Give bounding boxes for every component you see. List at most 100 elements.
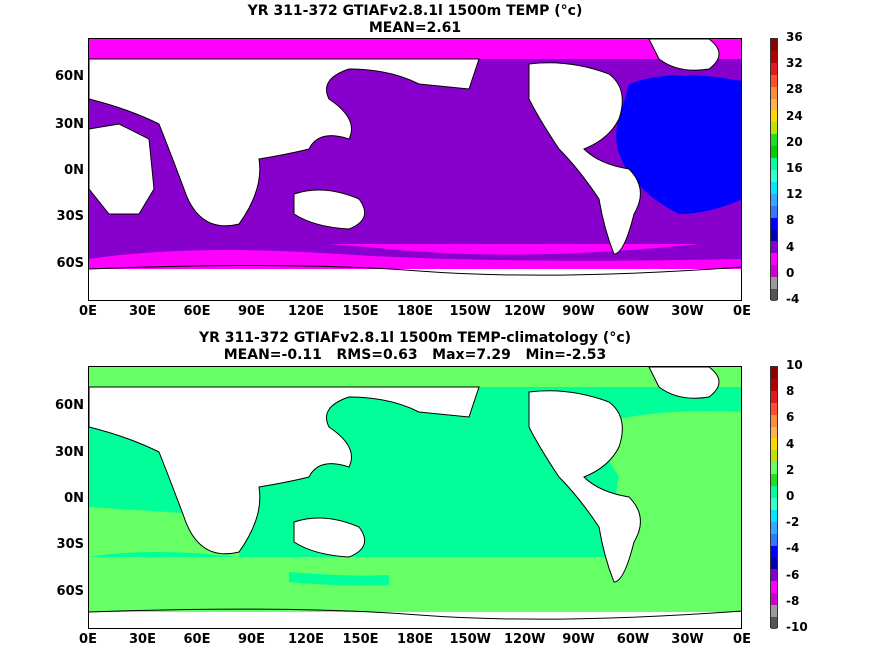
panel1-xlabel: 180E bbox=[396, 304, 434, 319]
colorbar-swatch bbox=[771, 217, 777, 230]
colorbar-swatch bbox=[771, 193, 777, 206]
colorbar-swatch bbox=[771, 390, 777, 403]
colorbar-label: 12 bbox=[786, 187, 803, 202]
panel2-subtitle: MEAN=-0.11 RMS=0.63 Max=7.29 Min=-2.53 bbox=[223, 347, 607, 363]
colorbar-label: 2 bbox=[786, 462, 795, 477]
colorbar-swatch bbox=[771, 414, 777, 427]
panel1-xlabel: 90E bbox=[238, 304, 265, 319]
panel1-xlabel: 120W bbox=[504, 304, 546, 319]
panel2-xlabel: 0E bbox=[733, 632, 751, 647]
colorbar-swatch bbox=[771, 617, 777, 629]
panel2-colorbar bbox=[770, 366, 778, 629]
colorbar-label: 4 bbox=[786, 239, 795, 254]
panel1-xlabel: 150W bbox=[449, 304, 491, 319]
panel2-ylabel-60s: 60S bbox=[56, 584, 84, 599]
colorbar-swatch bbox=[771, 62, 777, 75]
panel1-map bbox=[88, 38, 742, 301]
colorbar-swatch bbox=[771, 205, 777, 218]
colorbar-label: 4 bbox=[786, 436, 795, 451]
panel1-ylabel-60n: 60N bbox=[55, 69, 84, 84]
colorbar-label: 6 bbox=[786, 410, 795, 425]
colorbar-swatch bbox=[771, 581, 777, 594]
panel2-xlabel: 150E bbox=[342, 632, 379, 647]
colorbar-swatch bbox=[771, 110, 777, 123]
colorbar-swatch bbox=[771, 50, 777, 63]
panel2-ylabel-30s: 30S bbox=[56, 537, 84, 552]
colorbar-label: 10 bbox=[786, 358, 803, 372]
colorbar-swatch bbox=[771, 509, 777, 522]
colorbar-label: -6 bbox=[786, 567, 800, 582]
colorbar-swatch bbox=[771, 486, 777, 498]
colorbar-label: 24 bbox=[786, 108, 803, 123]
panel1-xlabel: 60E bbox=[183, 304, 211, 319]
colorbar-label: -8 bbox=[786, 593, 800, 608]
colorbar-swatch bbox=[771, 86, 777, 99]
panel2-xlabel: 30E bbox=[129, 632, 156, 647]
panel2-xlabel: 90E bbox=[238, 632, 265, 647]
colorbar-swatch bbox=[771, 557, 777, 570]
colorbar-swatch bbox=[771, 402, 777, 415]
panel1-xlabel: 30W bbox=[671, 304, 704, 319]
colorbar-swatch bbox=[771, 378, 777, 391]
colorbar-label: -4 bbox=[786, 541, 800, 556]
colorbar-swatch bbox=[771, 134, 777, 147]
panel1-ylabel-30n: 30N bbox=[55, 117, 84, 132]
colorbar-swatch bbox=[771, 521, 777, 534]
colorbar-swatch bbox=[771, 229, 777, 242]
colorbar-swatch bbox=[771, 122, 777, 135]
panel1-xlabel: 60W bbox=[616, 304, 650, 319]
panel1-title: YR 311-372 GTIAFv2.8.1l 1500m TEMP (°c) bbox=[247, 3, 583, 19]
panel2-xlabel: 120W bbox=[504, 632, 546, 647]
colorbar-label: -10 bbox=[786, 620, 808, 634]
panel1-xlabel: 0E bbox=[79, 304, 97, 319]
colorbar-swatch bbox=[771, 605, 777, 618]
colorbar-label: 32 bbox=[786, 56, 803, 71]
colorbar-label: -4 bbox=[786, 292, 800, 306]
colorbar-label: 8 bbox=[786, 213, 795, 228]
panel2-xlabel: 30W bbox=[671, 632, 704, 647]
panel1-colorbar bbox=[770, 38, 778, 301]
panel1-ylabel-30s: 30S bbox=[56, 209, 84, 224]
colorbar-label: 20 bbox=[786, 134, 803, 149]
colorbar-swatch bbox=[771, 277, 777, 290]
colorbar-swatch bbox=[771, 169, 777, 182]
panel2-ylabel-60n: 60N bbox=[55, 398, 84, 413]
colorbar-label: 8 bbox=[786, 384, 795, 399]
panel2-map bbox=[88, 366, 742, 629]
panel2-xlabel: 0E bbox=[79, 632, 97, 647]
panel2-xlabel: 60W bbox=[616, 632, 650, 647]
colorbar-swatch bbox=[771, 569, 777, 582]
panel2-ylabel-0n: 0N bbox=[64, 491, 84, 506]
colorbar-swatch bbox=[771, 146, 777, 159]
colorbar-label: 0 bbox=[786, 489, 795, 503]
colorbar-label: -2 bbox=[786, 515, 800, 530]
colorbar-label: 36 bbox=[786, 30, 803, 44]
colorbar-swatch bbox=[771, 98, 777, 111]
panel2-xlabel: 150W bbox=[449, 632, 491, 647]
panel2-xlabel: 90W bbox=[562, 632, 595, 647]
colorbar-label: 0 bbox=[786, 265, 795, 280]
panel2-xlabel: 180E bbox=[396, 632, 434, 647]
panel1-ylabel-60s: 60S bbox=[56, 256, 84, 271]
panel1-xlabel: 90W bbox=[562, 304, 595, 319]
panel1-subtitle: MEAN=2.61 bbox=[368, 20, 462, 36]
colorbar-swatch bbox=[771, 474, 777, 487]
colorbar-swatch bbox=[771, 462, 777, 475]
panel2-ylabel-30n: 30N bbox=[55, 445, 84, 460]
colorbar-swatch bbox=[771, 533, 777, 546]
panel1-map-svg bbox=[89, 39, 741, 300]
colorbar-swatch bbox=[771, 253, 777, 266]
panel1-xlabel: 0E bbox=[733, 304, 751, 319]
panel2-xlabel: 120E bbox=[287, 632, 325, 647]
colorbar-swatch bbox=[771, 181, 777, 194]
colorbar-swatch bbox=[771, 74, 777, 87]
panel1-xlabel: 150E bbox=[342, 304, 379, 319]
colorbar-swatch bbox=[771, 265, 777, 278]
panel1-xlabel: 30E bbox=[129, 304, 156, 319]
colorbar-swatch bbox=[771, 450, 777, 463]
colorbar-swatch bbox=[771, 39, 777, 51]
colorbar-swatch bbox=[771, 158, 777, 170]
colorbar-label: 28 bbox=[786, 82, 803, 97]
panel1-ylabel-0n: 0N bbox=[64, 163, 84, 178]
panel2-title: YR 311-372 GTIAFv2.8.1l 1500m TEMP-clima… bbox=[198, 330, 632, 346]
